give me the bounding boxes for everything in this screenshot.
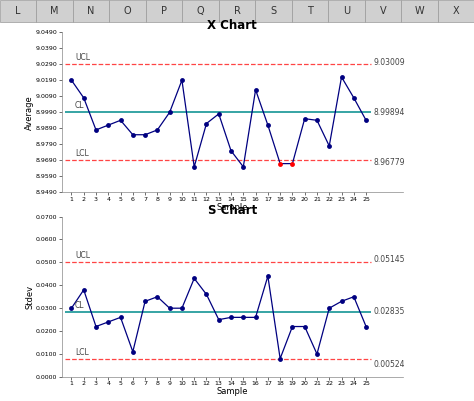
Bar [0, 0, 36, 22]
Title: X Chart: X Chart [208, 19, 257, 32]
Text: R: R [234, 6, 240, 16]
Bar [219, 0, 255, 22]
Y-axis label: Stdev: Stdev [26, 285, 35, 309]
Bar [401, 0, 438, 22]
Bar [255, 0, 292, 22]
Text: W: W [414, 6, 424, 16]
X-axis label: Sample: Sample [217, 387, 248, 397]
Text: M: M [50, 6, 59, 16]
Text: 0.00524: 0.00524 [374, 360, 405, 369]
Bar [182, 0, 219, 22]
Text: CL: CL [75, 301, 85, 310]
Text: L: L [16, 6, 21, 16]
Text: S: S [270, 6, 276, 16]
Bar [146, 0, 182, 22]
X-axis label: Sample: Sample [217, 203, 248, 212]
Text: N: N [88, 6, 95, 16]
Bar [328, 0, 365, 22]
Text: UCL: UCL [75, 53, 90, 62]
Text: X: X [453, 6, 459, 16]
Text: P: P [161, 6, 167, 16]
Bar [365, 0, 401, 22]
Bar [109, 0, 146, 22]
Title: S Chart: S Chart [208, 204, 257, 217]
Bar [438, 0, 474, 22]
Y-axis label: Average: Average [25, 95, 34, 130]
Text: 8.96779: 8.96779 [374, 158, 405, 167]
Text: O: O [124, 6, 131, 16]
Text: U: U [343, 6, 350, 16]
Text: 0.02835: 0.02835 [374, 308, 405, 316]
Text: T: T [307, 6, 313, 16]
Text: LCL: LCL [75, 348, 89, 356]
Text: V: V [380, 6, 386, 16]
Text: 9.03009: 9.03009 [374, 58, 405, 67]
Text: UCL: UCL [75, 251, 90, 260]
Bar [73, 0, 109, 22]
Text: CL: CL [75, 101, 85, 110]
Text: LCL: LCL [75, 150, 89, 158]
Bar [36, 0, 73, 22]
Text: 8.99894: 8.99894 [374, 108, 405, 117]
Text: Q: Q [197, 6, 204, 16]
Bar [292, 0, 328, 22]
Text: 0.05145: 0.05145 [374, 255, 405, 263]
